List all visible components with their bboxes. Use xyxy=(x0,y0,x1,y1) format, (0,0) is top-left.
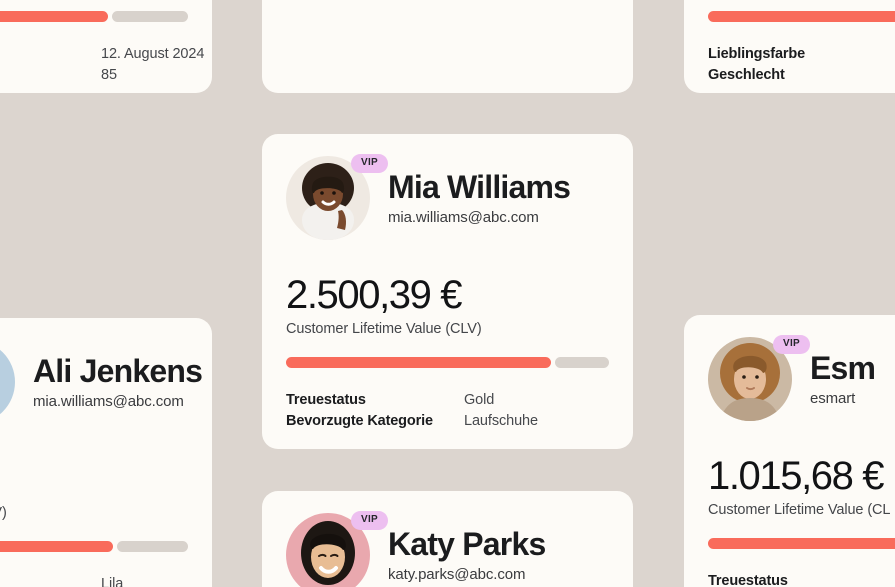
customer-name: Ali Jenkens xyxy=(33,352,203,389)
attribute-list: Treuestatus Gold Bevorzugte Kategorie La… xyxy=(286,390,609,432)
attribute-value: Lila xyxy=(101,576,124,587)
avatar-wrapper: VIP xyxy=(286,511,388,587)
attribute-row: Treuestatus Gold xyxy=(286,390,609,411)
customer-name: Katy Parks xyxy=(388,525,546,562)
customer-card-top-middle[interactable]: Alter 33 Bevorzugter Kanal SMS xyxy=(262,0,633,93)
attribute-value: 85 xyxy=(101,67,117,84)
customer-card-ali-jenkens[interactable]: Ali Jenkens mia.williams@abc.com € Value… xyxy=(0,318,212,587)
customer-card-mia-williams[interactable]: VIP Mia Williams mia.williams@abc.com 2.… xyxy=(262,134,633,449)
card-header: Ali Jenkens mia.williams@abc.com xyxy=(0,340,203,424)
avatar-wrapper: VIP xyxy=(708,335,810,421)
customer-card-ash-teller[interactable]: VIP Ash ash.telle 1.005,67 € Customer Li… xyxy=(684,0,895,93)
attribute-row: Lieblingsfarbe xyxy=(708,44,895,65)
progress-fill xyxy=(708,538,895,550)
attribute-key xyxy=(0,65,101,86)
progress-fill xyxy=(286,357,551,369)
attribute-row: 85 xyxy=(0,65,188,86)
progress-fill xyxy=(708,11,895,23)
clv-amount: € xyxy=(0,458,188,500)
attribute-list: Kaufs 12. August 2024 85 xyxy=(0,44,204,86)
customer-card-esma[interactable]: VIP Esm esmart 1.015,68 € Customer Lifet… xyxy=(684,315,895,587)
name-block: Esm esmart xyxy=(810,349,876,408)
attribute-row: Lila xyxy=(0,574,188,587)
attribute-value: 12. August 2024 xyxy=(101,46,205,63)
attribute-key xyxy=(0,574,101,587)
avatar-wrapper: VIP xyxy=(286,154,388,240)
attribute-row: Treuestatus xyxy=(708,571,895,587)
attribute-list: Treuestatus xyxy=(708,571,895,587)
name-block: Mia Williams mia.williams@abc.com xyxy=(388,168,571,227)
progress-track xyxy=(112,11,188,23)
attribute-row: Geschlecht xyxy=(708,65,895,86)
clv-label: Value (CLV) xyxy=(0,505,7,522)
attribute-list: Lila xyxy=(0,574,188,587)
card-header: VIP Esm esmart xyxy=(708,335,895,421)
vip-badge: VIP xyxy=(350,511,388,530)
clv-progress-bar xyxy=(708,538,895,550)
attribute-row: Bevorzugter Kanal SMS xyxy=(286,0,609,3)
progress-track xyxy=(554,357,609,369)
customer-card-coby-parson[interactable]: VIP Coby Parson cobyp11@abc.com 5 € Valu… xyxy=(0,0,212,93)
progress-track xyxy=(117,541,188,553)
progress-fill xyxy=(0,541,114,553)
clv-progress-bar xyxy=(286,357,609,369)
attribute-key: Bevorzugter Kanal xyxy=(286,0,464,3)
name-block: Katy Parks katy.parks@abc.com xyxy=(388,525,546,584)
attribute-key: Bevorzugte Kategorie xyxy=(286,413,433,430)
attribute-row: Bevorzugte Kategorie Laufschuhe xyxy=(286,411,609,432)
attribute-key: Geschlecht xyxy=(708,67,785,84)
card-header: VIP Mia Williams mia.williams@abc.com xyxy=(286,154,609,240)
clv-label: Customer Lifetime Value (CL xyxy=(708,502,891,519)
avatar-wrapper xyxy=(0,340,15,424)
clv-progress-bar xyxy=(708,11,895,23)
clv-progress-bar xyxy=(0,541,188,553)
avatar xyxy=(0,340,15,424)
customer-email: esmart xyxy=(810,390,856,408)
attribute-value: Laufschuhe xyxy=(464,413,538,430)
customer-name: Mia Williams xyxy=(388,168,571,205)
attribute-key: Kaufs xyxy=(0,44,101,65)
clv-amount: 2.500,39 € xyxy=(286,273,462,317)
customer-email: mia.williams@abc.com xyxy=(33,393,184,411)
customer-email: mia.williams@abc.com xyxy=(388,209,539,227)
attribute-row: Kaufs 12. August 2024 xyxy=(0,44,204,65)
name-block: Ali Jenkens mia.williams@abc.com xyxy=(33,352,203,411)
card-header: VIP Katy Parks katy.parks@abc.com xyxy=(286,511,609,587)
vip-badge: VIP xyxy=(772,335,810,354)
customer-email: katy.parks@abc.com xyxy=(388,566,526,584)
attribute-value: Gold xyxy=(464,392,495,409)
attribute-list: Lieblingsfarbe Geschlecht xyxy=(708,44,895,86)
clv-progress-bar xyxy=(0,11,188,23)
progress-fill xyxy=(0,11,109,23)
attribute-key: Treuestatus xyxy=(708,573,788,587)
attribute-key: Lieblingsfarbe xyxy=(708,46,805,63)
avatar-portrait-icon xyxy=(0,340,15,424)
customer-name: Esm xyxy=(810,349,876,386)
clv-amount: 1.015,68 € xyxy=(708,454,884,498)
attribute-key: Treuestatus xyxy=(286,392,366,409)
attribute-value: SMS xyxy=(464,0,495,3)
vip-badge: VIP xyxy=(350,154,388,173)
attribute-list: Alter 33 Bevorzugter Kanal SMS xyxy=(286,0,609,3)
clv-label: Customer Lifetime Value (CLV) xyxy=(286,321,482,338)
customer-card-katy-parks[interactable]: VIP Katy Parks katy.parks@abc.com xyxy=(262,491,633,587)
